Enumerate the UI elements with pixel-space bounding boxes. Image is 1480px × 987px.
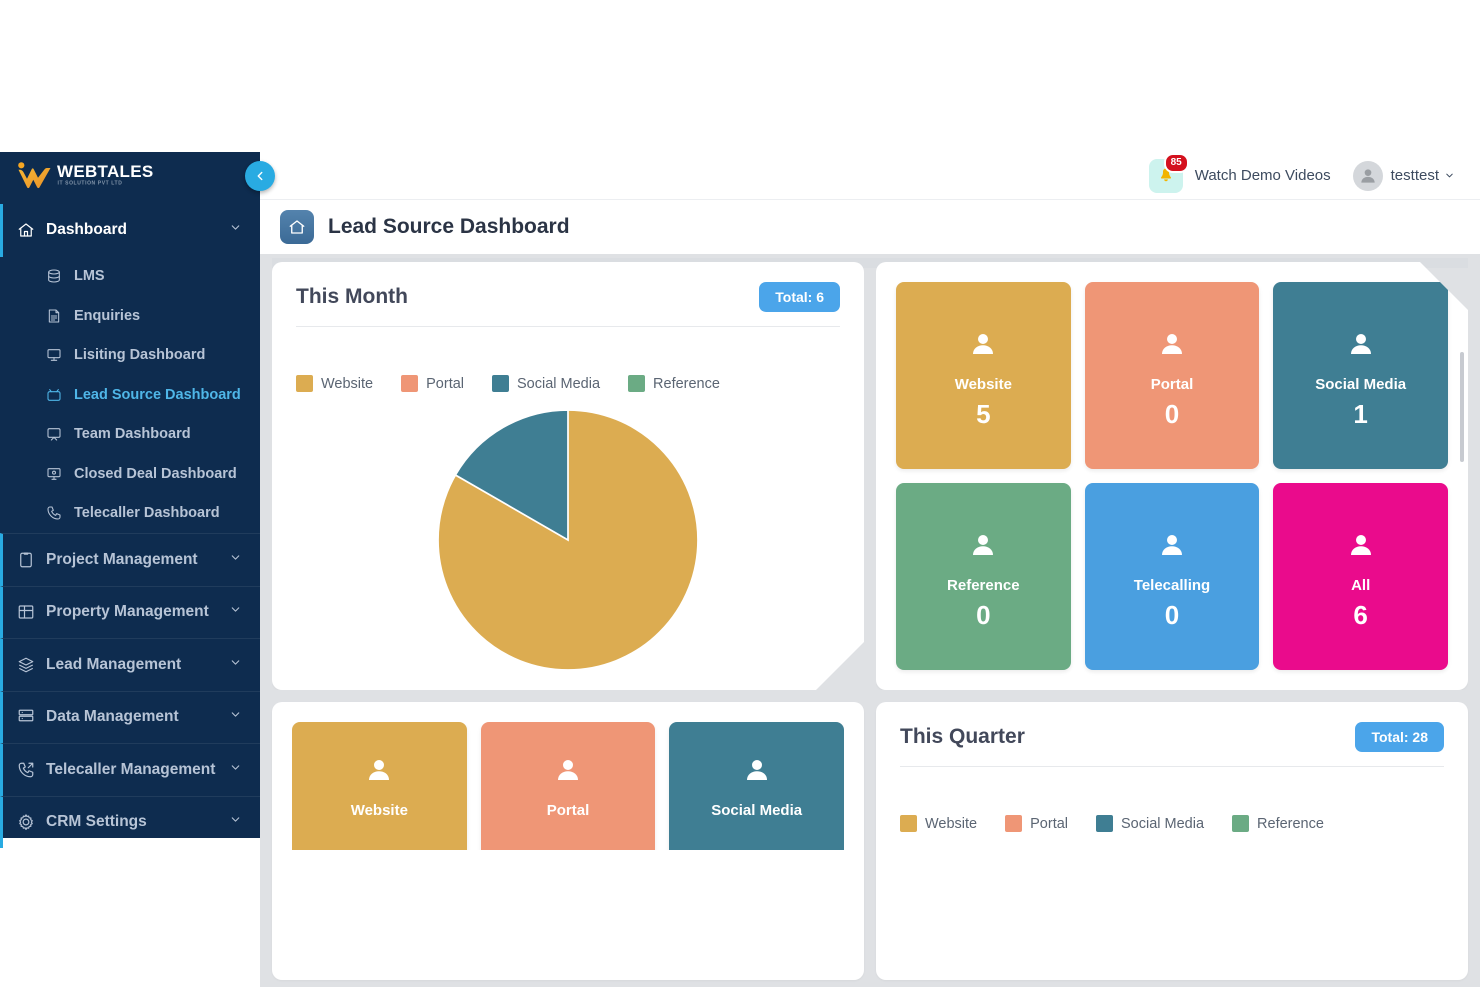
svg-text:IT SOLUTION PVT LTD: IT SOLUTION PVT LTD (58, 181, 123, 187)
svg-text:WEBTALES: WEBTALES (57, 162, 154, 181)
